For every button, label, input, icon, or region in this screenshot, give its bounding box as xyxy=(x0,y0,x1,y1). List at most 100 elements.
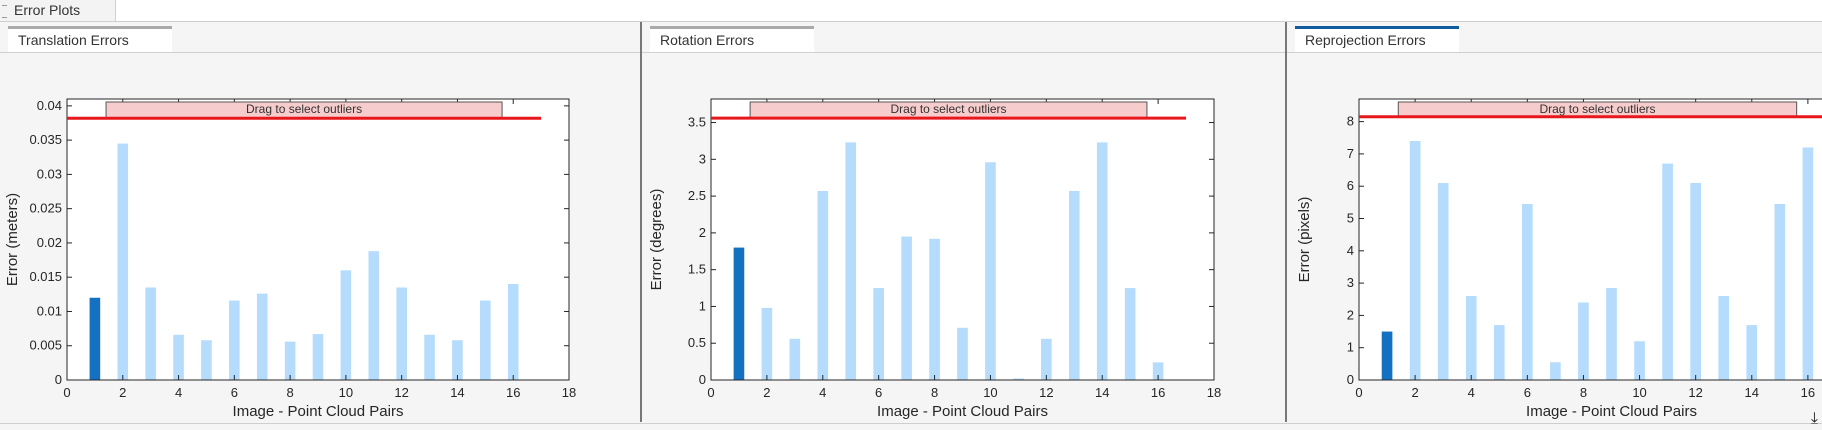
panel-tab-bar: Reprojection Errors xyxy=(1287,22,1822,53)
tab-reprojection-errors[interactable]: Reprojection Errors xyxy=(1295,26,1459,52)
y-tick-label: 6 xyxy=(1347,178,1354,193)
bar[interactable] xyxy=(201,340,212,380)
bar[interactable] xyxy=(1662,163,1673,380)
x-axis-label: Image - Point Cloud Pairs xyxy=(1526,403,1697,420)
x-tick-label: 2 xyxy=(119,385,126,400)
bar[interactable] xyxy=(480,300,491,380)
bar[interactable] xyxy=(1550,362,1561,380)
bar[interactable] xyxy=(284,341,296,380)
axes-box xyxy=(1358,98,1822,381)
x-tick-label: 8 xyxy=(931,385,938,400)
y-axis-label: Error (pixels) xyxy=(1296,197,1313,283)
bar[interactable] xyxy=(1634,341,1645,380)
drag-label: Drag to select outliers xyxy=(1539,102,1655,116)
x-tick-label: 10 xyxy=(339,385,353,400)
bar[interactable] xyxy=(507,284,519,380)
y-tick-label: 4 xyxy=(1347,243,1354,258)
bar[interactable] xyxy=(901,236,912,380)
bar[interactable] xyxy=(89,297,101,380)
tab-rotation-errors[interactable]: Rotation Errors xyxy=(650,26,814,52)
bar[interactable] xyxy=(845,142,857,380)
bar[interactable] xyxy=(117,143,129,380)
bar[interactable] xyxy=(1606,287,1617,380)
x-tick-label: 6 xyxy=(1524,385,1531,400)
panel-tab-bar: Translation Errors xyxy=(0,22,640,53)
x-tick-label: 18 xyxy=(562,385,576,400)
bar[interactable] xyxy=(1437,182,1449,380)
axes-box xyxy=(66,98,570,381)
x-tick-label: 12 xyxy=(394,385,408,400)
y-tick-label: 1 xyxy=(1347,340,1354,355)
x-tick-label: 16 xyxy=(1151,385,1165,400)
bar[interactable] xyxy=(1152,362,1164,380)
bar[interactable] xyxy=(1746,325,1758,380)
x-tick-label: 2 xyxy=(763,385,770,400)
x-tick-label: 0 xyxy=(63,385,70,400)
bar[interactable] xyxy=(1381,331,1393,380)
panel-divider[interactable] xyxy=(1285,22,1287,422)
bar[interactable] xyxy=(312,334,324,380)
x-tick-label: 4 xyxy=(819,385,826,400)
y-tick-label: 5 xyxy=(1347,211,1354,226)
bar[interactable] xyxy=(1409,140,1421,380)
y-tick-label: 2 xyxy=(699,225,706,240)
x-axis-label: Image - Point Cloud Pairs xyxy=(877,403,1048,420)
bar[interactable] xyxy=(229,300,240,380)
bar[interactable] xyxy=(1522,203,1533,380)
bar[interactable] xyxy=(957,327,968,380)
drag-label: Drag to select outliers xyxy=(246,102,362,116)
bar[interactable] xyxy=(1068,190,1080,380)
y-tick-label: 0.03 xyxy=(37,166,62,181)
tab-translation-errors[interactable]: Translation Errors xyxy=(8,26,172,52)
x-axis-label: Image - Point Cloud Pairs xyxy=(233,403,404,420)
x-tick-label: 8 xyxy=(286,385,293,400)
bar[interactable] xyxy=(1096,142,1108,380)
y-tick-label: 0.035 xyxy=(29,132,62,147)
panel-tab-bar: Rotation Errors xyxy=(642,22,1285,53)
tab-label: Error Plots xyxy=(14,2,81,18)
x-tick-label: 12 xyxy=(1039,385,1053,400)
bar[interactable] xyxy=(368,251,380,380)
bar[interactable] xyxy=(817,190,829,380)
panel-divider[interactable] xyxy=(640,22,642,422)
y-tick-label: 0.5 xyxy=(688,335,706,350)
y-tick-label: 0.025 xyxy=(29,201,62,216)
y-tick-label: 3.5 xyxy=(688,115,706,130)
plot-area xyxy=(1359,99,1822,380)
bar[interactable] xyxy=(1041,338,1052,380)
bar[interactable] xyxy=(424,334,435,380)
y-tick-label: 2.5 xyxy=(688,188,706,203)
bar[interactable] xyxy=(1718,296,1730,380)
bar[interactable] xyxy=(1802,147,1814,380)
bar[interactable] xyxy=(145,287,156,380)
bar[interactable] xyxy=(985,162,996,380)
bar[interactable] xyxy=(873,288,884,380)
bar[interactable] xyxy=(452,340,463,380)
y-tick-label: 0 xyxy=(55,372,62,387)
bar[interactable] xyxy=(733,247,745,380)
download-arrow-icon[interactable]: ⤓ xyxy=(1810,410,1818,427)
bar[interactable] xyxy=(761,307,773,380)
x-tick-label: 0 xyxy=(707,385,714,400)
drag-label: Drag to select outliers xyxy=(890,102,1006,116)
bar[interactable] xyxy=(1465,296,1477,380)
y-axis-label: Error (degrees) xyxy=(648,189,665,291)
y-tick-label: 0.04 xyxy=(37,98,62,113)
bar[interactable] xyxy=(1578,302,1589,380)
x-tick-label: 2 xyxy=(1411,385,1418,400)
bar[interactable] xyxy=(1774,203,1786,380)
y-tick-label: 7 xyxy=(1347,146,1354,161)
y-tick-label: 3 xyxy=(699,151,706,166)
bar[interactable] xyxy=(789,338,801,380)
y-tick-label: 0.02 xyxy=(37,235,62,250)
bar[interactable] xyxy=(396,287,407,380)
bar[interactable] xyxy=(1124,288,1136,380)
bar[interactable] xyxy=(1493,325,1505,380)
bar[interactable] xyxy=(1013,378,1024,380)
bar[interactable] xyxy=(929,238,940,380)
bar[interactable] xyxy=(340,270,352,380)
bar[interactable] xyxy=(1690,182,1701,380)
bar[interactable] xyxy=(173,334,184,380)
tab-error-plots[interactable]: Error Plots xyxy=(0,0,116,21)
bar[interactable] xyxy=(256,293,268,380)
